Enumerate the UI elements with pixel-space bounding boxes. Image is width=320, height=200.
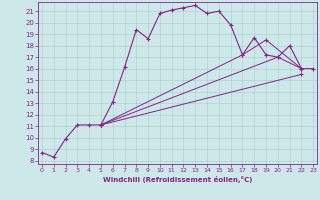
X-axis label: Windchill (Refroidissement éolien,°C): Windchill (Refroidissement éolien,°C)	[103, 176, 252, 183]
